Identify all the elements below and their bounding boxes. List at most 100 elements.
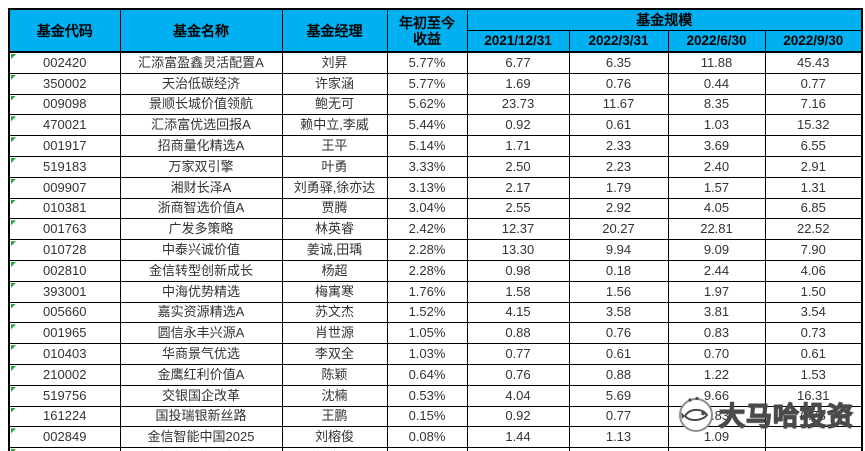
fund-code-cell[interactable]: 240004 xyxy=(8,447,121,451)
ytd-return-cell[interactable]: 5.77% xyxy=(386,51,468,74)
scale-cell-q4-2021[interactable]: 23.73 xyxy=(466,93,570,116)
fund-code-cell[interactable]: 010403 xyxy=(8,343,121,365)
fund-manager-cell[interactable]: 刘昇 xyxy=(281,51,388,74)
fund-manager-cell[interactable]: 赖中立,李威 xyxy=(281,114,388,137)
scale-cell-q3-2022[interactable]: 16.16 xyxy=(764,447,863,451)
scale-cell-q1-2022[interactable]: 1.56 xyxy=(568,280,669,303)
scale-cell-q4-2021[interactable]: 6.77 xyxy=(466,51,570,74)
scale-cell-q2-2022[interactable]: 2.44 xyxy=(667,259,766,282)
ytd-return-cell[interactable]: 1.03% xyxy=(386,343,468,365)
scale-cell-q3-2022[interactable] xyxy=(764,426,863,449)
ytd-return-cell[interactable]: 2.42% xyxy=(386,218,468,241)
fund-manager-cell[interactable]: 鲍无可 xyxy=(281,93,388,116)
ytd-return-cell[interactable]: 1.05% xyxy=(386,322,468,345)
scale-cell-q2-2022[interactable]: 0.70 xyxy=(667,343,766,365)
scale-cell-q2-2022[interactable]: 1.97 xyxy=(667,280,766,303)
col-header-fund-scale-group[interactable]: 基金规模 xyxy=(466,8,863,31)
fund-name-cell[interactable]: 圆信永丰兴源A xyxy=(119,322,283,345)
fund-name-cell[interactable]: 天治低碳经济 xyxy=(119,72,283,95)
scale-cell-q4-2021[interactable]: 8.73 xyxy=(466,447,570,451)
scale-cell-q3-2022[interactable]: 2.91 xyxy=(764,155,863,178)
scale-cell-q4-2021[interactable]: 0.92 xyxy=(466,114,570,137)
fund-code-cell[interactable]: 002849 xyxy=(8,426,121,449)
scale-cell-q2-2022[interactable]: 9.66 xyxy=(667,384,766,407)
scale-cell-q1-2022[interactable]: 1.79 xyxy=(568,176,669,199)
ytd-return-cell[interactable]: 0.08% xyxy=(386,426,468,449)
fund-name-cell[interactable]: 交银国企改革 xyxy=(119,384,283,407)
ytd-return-cell[interactable]: 1.76% xyxy=(386,280,468,303)
fund-name-cell[interactable]: 金信智能中国2025 xyxy=(119,426,283,449)
scale-cell-q1-2022[interactable]: 0.61 xyxy=(568,114,669,137)
scale-cell-q2-2022[interactable]: 3.69 xyxy=(667,135,766,157)
fund-manager-cell[interactable]: 沈楠 xyxy=(281,384,388,407)
scale-cell-q4-2021[interactable]: 0.76 xyxy=(466,363,570,386)
scale-cell-q1-2022[interactable]: 11.67 xyxy=(568,93,669,116)
scale-cell-q4-2021[interactable]: 1.44 xyxy=(466,426,570,449)
ytd-return-cell[interactable]: 5.14% xyxy=(386,135,468,157)
fund-code-cell[interactable]: 005660 xyxy=(8,301,121,324)
ytd-return-cell[interactable]: 5.62% xyxy=(386,93,468,116)
scale-cell-q3-2022[interactable]: 3.54 xyxy=(764,301,863,324)
fund-code-cell[interactable]: 519756 xyxy=(8,384,121,407)
fund-name-cell[interactable]: 国投瑞银新丝路 xyxy=(119,405,283,428)
fund-code-cell[interactable]: 350002 xyxy=(8,72,121,95)
fund-name-cell[interactable]: 华商景气优选 xyxy=(119,343,283,365)
scale-cell-q3-2022[interactable]: 4.06 xyxy=(764,259,863,282)
fund-manager-cell[interactable]: 刘榕俊 xyxy=(281,426,388,449)
scale-cell-q1-2022[interactable]: 6.35 xyxy=(568,51,669,74)
scale-cell-q3-2022[interactable]: 0.73 xyxy=(764,322,863,345)
scale-cell-q4-2021[interactable]: 0.77 xyxy=(466,343,570,365)
fund-name-cell[interactable]: 广发多策略 xyxy=(119,218,283,241)
fund-manager-cell[interactable]: 李双全 xyxy=(281,343,388,365)
scale-cell-q4-2021[interactable]: 2.17 xyxy=(466,176,570,199)
fund-code-cell[interactable]: 010728 xyxy=(8,239,121,261)
col-header-date-2022-3-31[interactable]: 2022/3/31 xyxy=(568,30,669,53)
scale-cell-q1-2022[interactable]: 0.61 xyxy=(568,343,669,365)
fund-name-cell[interactable]: 浙商智选价值A xyxy=(119,197,283,220)
fund-manager-cell[interactable]: 许家涵 xyxy=(281,72,388,95)
scale-cell-q1-2022[interactable]: 0.77 xyxy=(568,405,669,428)
fund-name-cell[interactable]: 汇添富优选回报A xyxy=(119,114,283,137)
scale-cell-q2-2022[interactable]: 9.09 xyxy=(667,239,766,261)
col-header-ytd-return[interactable]: 年初至今收益 xyxy=(386,8,468,53)
scale-cell-q2-2022[interactable]: 0.83 xyxy=(667,322,766,345)
ytd-return-cell[interactable]: 2.28% xyxy=(386,259,468,282)
scale-cell-q4-2021[interactable]: 13.30 xyxy=(466,239,570,261)
scale-cell-q4-2021[interactable]: 1.69 xyxy=(466,72,570,95)
fund-manager-cell[interactable]: 王平 xyxy=(281,135,388,157)
scale-cell-q2-2022[interactable]: 4.05 xyxy=(667,197,766,220)
fund-code-cell[interactable]: 470021 xyxy=(8,114,121,137)
fund-manager-cell[interactable]: 叶勇 xyxy=(281,155,388,178)
scale-cell-q4-2021[interactable]: 4.15 xyxy=(466,301,570,324)
fund-manager-cell[interactable]: 贾腾 xyxy=(281,197,388,220)
fund-manager-cell[interactable]: 王鹏 xyxy=(281,405,388,428)
scale-cell-q1-2022[interactable]: 3.58 xyxy=(568,301,669,324)
scale-cell-q3-2022[interactable]: 22.52 xyxy=(764,218,863,241)
scale-cell-q1-2022[interactable]: 10.49 xyxy=(568,447,669,451)
scale-cell-q4-2021[interactable]: 1.58 xyxy=(466,280,570,303)
scale-cell-q3-2022[interactable]: 0.78 xyxy=(764,405,863,428)
scale-cell-q3-2022[interactable]: 0.61 xyxy=(764,343,863,365)
fund-name-cell[interactable]: 嘉实资源精选A xyxy=(119,301,283,324)
scale-cell-q4-2021[interactable]: 0.88 xyxy=(466,322,570,345)
ytd-return-cell[interactable]: 5.44% xyxy=(386,114,468,137)
scale-cell-q1-2022[interactable]: 2.33 xyxy=(568,135,669,157)
scale-cell-q4-2021[interactable]: 2.50 xyxy=(466,155,570,178)
scale-cell-q1-2022[interactable]: 5.69 xyxy=(568,384,669,407)
col-header-date-2022-9-30[interactable]: 2022/9/30 xyxy=(764,30,863,53)
fund-name-cell[interactable]: 金信转型创新成长 xyxy=(119,259,283,282)
fund-code-cell[interactable]: 010381 xyxy=(8,197,121,220)
col-header-date-2022-6-30[interactable]: 2022/6/30 xyxy=(667,30,766,53)
fund-code-cell[interactable]: 001917 xyxy=(8,135,121,157)
ytd-return-cell[interactable]: 1.52% xyxy=(386,301,468,324)
scale-cell-q4-2021[interactable]: 12.37 xyxy=(466,218,570,241)
fund-code-cell[interactable]: 002420 xyxy=(8,51,121,74)
fund-code-cell[interactable]: 393001 xyxy=(8,280,121,303)
scale-cell-q3-2022[interactable]: 7.90 xyxy=(764,239,863,261)
scale-cell-q1-2022[interactable]: 0.88 xyxy=(568,363,669,386)
scale-cell-q1-2022[interactable]: 1.13 xyxy=(568,426,669,449)
scale-cell-q1-2022[interactable]: 0.76 xyxy=(568,72,669,95)
scale-cell-q2-2022[interactable]: 1.22 xyxy=(667,363,766,386)
scale-cell-q3-2022[interactable]: 1.31 xyxy=(764,176,863,199)
fund-name-cell[interactable]: 中泰兴诚价值 xyxy=(119,239,283,261)
